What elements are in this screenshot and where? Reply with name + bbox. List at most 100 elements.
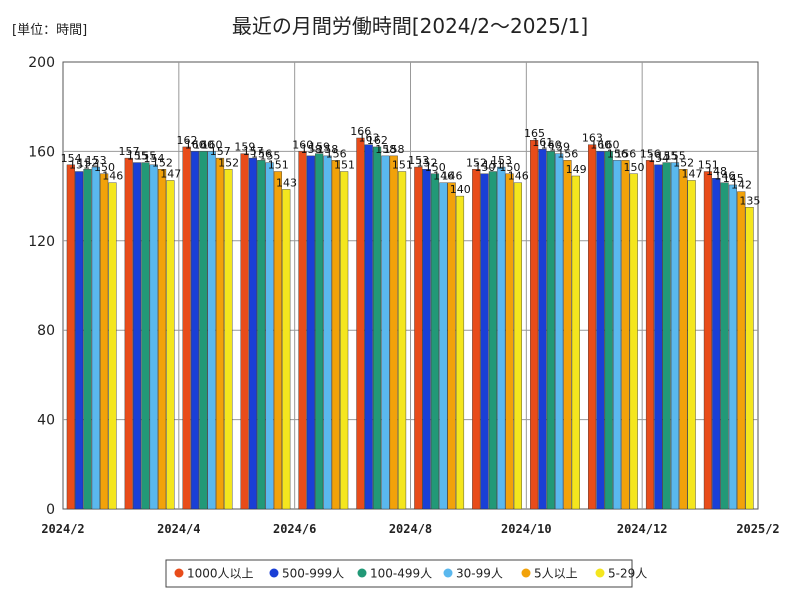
bar — [273, 171, 282, 510]
y-tick-label: 80 — [37, 323, 55, 339]
legend-marker — [595, 568, 605, 578]
bar — [687, 180, 696, 510]
bar-value-label: 158 — [375, 143, 396, 156]
y-tick-label: 200 — [28, 55, 55, 71]
bar-value-label: 152 — [152, 156, 173, 169]
bar — [398, 171, 407, 510]
bar-value-label: 152 — [218, 156, 239, 169]
bar — [389, 155, 398, 510]
bar-value-label: 146 — [714, 170, 735, 183]
bar-value-label: 151 — [69, 159, 90, 172]
bar-value-label: 157 — [243, 145, 264, 158]
legend-marker — [174, 568, 184, 578]
bar — [745, 207, 754, 510]
bar-value-label: 156 — [640, 147, 661, 160]
bar — [596, 151, 605, 510]
bar-value-label: 156 — [251, 147, 272, 160]
bars — [66, 137, 754, 510]
bar — [207, 151, 216, 510]
x-tick-label: 2024/12 — [617, 522, 668, 536]
bar — [257, 160, 266, 510]
bar — [662, 162, 671, 510]
bar — [215, 157, 225, 510]
chart-title: 最近の月間労働時間[2024/2～2025/1] — [232, 14, 588, 38]
bar — [356, 137, 365, 510]
bar-value-label: 148 — [706, 165, 727, 178]
bar-value-label: 135 — [739, 194, 760, 207]
bar — [323, 155, 332, 510]
bar — [654, 164, 663, 510]
bar — [141, 162, 150, 510]
bar-value-label: 150 — [474, 161, 495, 174]
bar-value-label: 146 — [441, 170, 462, 183]
y-tick-label: 160 — [28, 144, 55, 160]
bar — [414, 166, 423, 510]
bar-value-label: 149 — [566, 163, 587, 176]
bar-value-label: 145 — [723, 172, 744, 185]
y-tick-label: 40 — [37, 413, 55, 429]
legend-label: 100-499人 — [370, 567, 432, 581]
bar-value-label: 159 — [549, 141, 570, 154]
bar-value-label: 160 — [541, 138, 562, 151]
legend-label: 500-999人 — [282, 567, 344, 581]
bar — [488, 171, 497, 510]
bar — [100, 173, 109, 510]
y-axis: 0 40 80 120 160 200 — [28, 55, 55, 518]
legend-marker — [521, 568, 531, 578]
x-tick-label: 2024/6 — [273, 522, 316, 536]
bar-value-label: 152 — [466, 156, 487, 169]
bar-value-label: 154 — [144, 152, 165, 165]
bar-value-label: 159 — [309, 141, 330, 154]
bar — [679, 169, 688, 510]
bar — [563, 160, 572, 510]
bar-value-label: 160 — [292, 138, 313, 151]
bar-value-label: 155 — [135, 150, 156, 163]
bar-value-label: 146 — [508, 170, 529, 183]
x-tick-label: 2024/2 — [41, 522, 84, 536]
bar-value-label: 160 — [599, 138, 620, 151]
bar-value-label: 158 — [384, 143, 405, 156]
bar — [149, 164, 158, 510]
bar-value-label: 142 — [731, 179, 752, 192]
bar — [728, 184, 737, 510]
bar — [613, 160, 622, 510]
legend-label: 5人以上 — [534, 567, 578, 581]
bar-value-label: 152 — [673, 156, 694, 169]
bar-value-label: 147 — [160, 167, 181, 180]
bar — [629, 173, 638, 510]
legend: 1000人以上 500-999人 100-499人 30-99人 5人以上 5-29人 — [174, 567, 647, 581]
bar — [555, 153, 564, 510]
bar-value-label: 155 — [665, 150, 686, 163]
bar — [703, 171, 712, 510]
bar — [240, 153, 249, 510]
legend-label: 30-99人 — [456, 567, 503, 581]
y-tick-label: 120 — [28, 234, 55, 250]
bar-value-label: 151 — [483, 159, 504, 172]
bar-value-label: 166 — [350, 125, 371, 138]
bar — [670, 162, 680, 510]
bar-value-label: 160 — [201, 138, 222, 151]
legend-label: 5-29人 — [608, 567, 647, 581]
x-axis: 2024/2 2024/4 2024/6 2024/8 2024/10 2024/12 20… — [41, 522, 779, 536]
bar-value-label: 152 — [77, 156, 98, 169]
legend-marker — [357, 568, 367, 578]
bar-value-label: 147 — [681, 167, 702, 180]
bar-value-label: 151 — [698, 159, 719, 172]
bar — [166, 180, 175, 510]
bar-value-label: 146 — [102, 170, 123, 183]
bar — [364, 144, 373, 510]
bar — [439, 182, 448, 510]
y-tick-label: 0 — [46, 502, 55, 518]
legend-marker — [269, 568, 279, 578]
bar-value-label: 152 — [416, 156, 437, 169]
bar-value-label: 161 — [532, 136, 553, 149]
bar — [306, 155, 315, 510]
bar — [133, 162, 142, 510]
bar-value-label: 158 — [317, 143, 338, 156]
bar-value-label: 151 — [392, 159, 413, 172]
unit-label: [単位：時間] — [12, 22, 87, 38]
x-tick-label: 2025/2 — [736, 522, 779, 536]
bar-value-label: 162 — [176, 134, 197, 147]
bar-value-label: 165 — [524, 127, 545, 140]
